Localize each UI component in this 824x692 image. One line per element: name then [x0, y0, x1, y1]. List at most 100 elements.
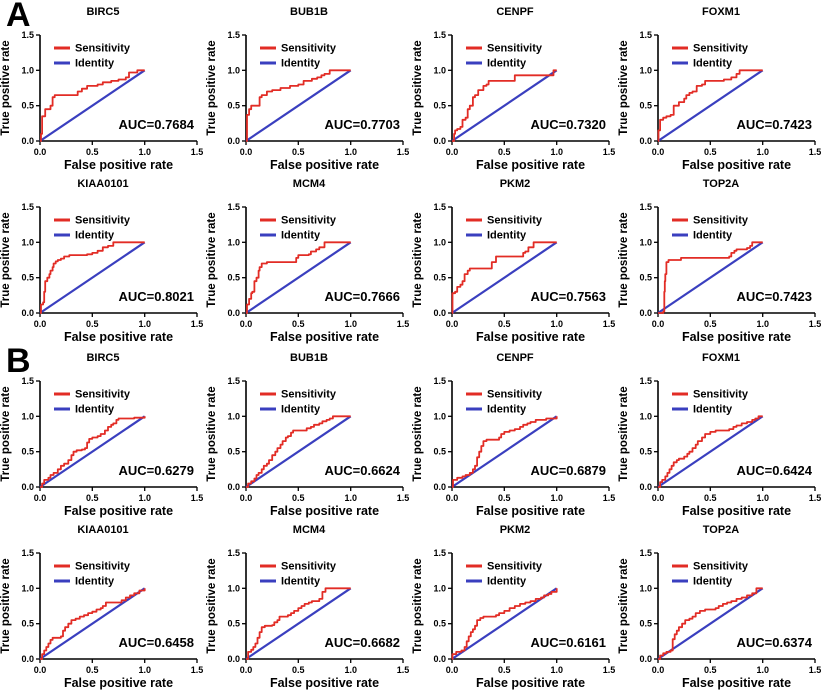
y-tick-label: 0.5: [21, 273, 34, 283]
y-tick-label: 1.5: [227, 376, 240, 386]
legend: Sensitivity Identity: [466, 215, 543, 242]
x-tick-label: 0.0: [34, 493, 47, 503]
x-tick-label: 1.5: [397, 493, 410, 503]
x-tick-label: 1.5: [809, 493, 822, 503]
x-tick-label: 1.0: [138, 319, 151, 329]
y-tick-label: 1.0: [21, 411, 34, 421]
y-tick-label: 0.5: [21, 619, 34, 629]
x-tick-label: 1.5: [397, 319, 410, 329]
panel-title: CENPF: [496, 352, 534, 364]
y-tick-label: 1.5: [227, 548, 240, 558]
y-axis-label: True positive rate: [206, 40, 218, 135]
x-tick-label: 0.5: [498, 147, 511, 157]
y-tick-label: 1.0: [639, 411, 652, 421]
roc-curve: [40, 241, 145, 314]
y-tick-label: 1.0: [433, 411, 446, 421]
x-tick-label: 0.5: [86, 665, 99, 675]
identity-line: [657, 69, 764, 142]
x-axis-label: False positive rate: [64, 158, 173, 172]
roc-chart: True positive rate 0.0 0.5 1.0 1.5 0.0 0.5 1.0 1…: [0, 202, 204, 344]
auc-label: AUC=0.7320: [530, 117, 606, 132]
y-tick-label: 1.5: [21, 376, 34, 386]
y-tick-label: 0.5: [639, 101, 652, 111]
x-tick-label: 1.5: [191, 147, 204, 157]
x-tick-label: 1.0: [138, 147, 151, 157]
section-a-label: A: [6, 0, 31, 34]
x-tick-label: 0.0: [34, 665, 47, 675]
section-b-label: B: [6, 342, 31, 380]
legend: Sensitivity Identity: [54, 389, 131, 416]
roc-chart: True positive rate 0.0 0.5 1.0 1.5 0.0 0.5 1.0 1…: [206, 202, 410, 344]
x-tick-label: 0.0: [446, 319, 459, 329]
y-tick-label: 1.5: [639, 202, 652, 212]
y-tick-label: 1.5: [639, 376, 652, 386]
x-tick-label: 0.5: [292, 493, 305, 503]
x-tick-label: 1.5: [809, 147, 822, 157]
identity-line: [39, 241, 146, 314]
x-axis-label: False positive rate: [270, 504, 379, 518]
y-tick-label: 0.0: [639, 482, 652, 492]
x-axis-label: False positive rate: [64, 504, 173, 518]
auc-label: AUC=0.6161: [530, 635, 606, 650]
y-tick-label: 0.0: [639, 654, 652, 664]
legend-sensitivity-label: Sensitivity: [487, 561, 543, 573]
x-tick-label: 0.5: [704, 319, 717, 329]
x-tick-label: 0.0: [652, 319, 665, 329]
roc-curve: [40, 69, 145, 142]
y-tick-label: 0.5: [639, 273, 652, 283]
legend: Sensitivity Identity: [260, 43, 337, 70]
roc-curve: [40, 588, 146, 660]
legend-identity-label: Identity: [693, 58, 733, 70]
legend: Sensitivity Identity: [466, 43, 543, 70]
y-tick-label: 0.0: [227, 482, 240, 492]
x-tick-label: 0.0: [240, 147, 253, 157]
x-tick-label: 0.5: [704, 665, 717, 675]
legend-identity-label: Identity: [75, 576, 115, 588]
x-tick-label: 1.0: [344, 493, 357, 503]
roc-curve: [246, 241, 351, 314]
legend-sensitivity-label: Sensitivity: [75, 389, 131, 401]
roc-panel-a-kiaa0101: KIAA0101 True positive rate 0.0 0.5 1.0 1.5 0.…: [0, 174, 206, 346]
x-tick-label: 0.0: [240, 493, 253, 503]
y-axis-label: True positive rate: [618, 558, 630, 653]
y-tick-label: 0.0: [227, 136, 240, 146]
y-tick-label: 1.0: [227, 411, 240, 421]
legend-identity-label: Identity: [281, 58, 321, 70]
roc-chart: True positive rate 0.0 0.5 1.0 1.5 0.0 0.5 1.0 1…: [618, 202, 822, 344]
y-tick-label: 0.5: [21, 447, 34, 457]
x-tick-label: 0.0: [446, 147, 459, 157]
x-tick-label: 0.5: [292, 665, 305, 675]
x-tick-label: 0.0: [652, 493, 665, 503]
x-tick-label: 1.0: [756, 319, 769, 329]
x-tick-label: 1.5: [191, 319, 204, 329]
roc-chart: True positive rate 0.0 0.5 1.0 1.5 0.0 0.5 1.0 1…: [618, 30, 822, 172]
panel-title: BUB1B: [290, 352, 328, 364]
roc-chart: True positive rate 0.0 0.5 1.0 1.5 0.0 0.5 1.0 1…: [412, 202, 615, 344]
roc-panel-a-foxm1: FOXM1 True positive rate 0.0 0.5 1.0 1.5 0.0 0.…: [618, 2, 824, 174]
roc-curve: [451, 241, 557, 314]
y-tick-label: 1.5: [433, 202, 446, 212]
legend-identity-label: Identity: [75, 404, 115, 416]
y-tick-label: 1.5: [639, 548, 652, 558]
x-tick-label: 1.5: [809, 319, 822, 329]
y-tick-label: 1.5: [227, 202, 240, 212]
auc-label: AUC=0.6374: [736, 635, 812, 650]
x-tick-label: 1.0: [138, 665, 151, 675]
identity-line: [451, 69, 558, 142]
y-tick-label: 1.5: [433, 376, 446, 386]
identity-line: [245, 241, 352, 314]
auc-label: AUC=0.6879: [530, 463, 606, 478]
legend: Sensitivity Identity: [260, 561, 337, 588]
y-axis-label: True positive rate: [0, 40, 12, 135]
y-tick-label: 1.0: [21, 65, 34, 75]
panel-title: TOP2A: [702, 524, 740, 536]
roc-chart: True positive rate 0.0 0.5 1.0 1.5 0.0 0.5 1.0 1…: [206, 548, 409, 690]
roc-curve: [452, 416, 558, 488]
y-axis-label: True positive rate: [206, 212, 218, 307]
y-tick-label: 1.0: [227, 583, 240, 593]
legend-identity-label: Identity: [693, 576, 733, 588]
x-tick-label: 1.0: [756, 147, 769, 157]
y-tick-label: 1.5: [639, 30, 652, 40]
x-tick-label: 0.5: [292, 147, 305, 157]
auc-label: AUC=0.6424: [736, 463, 812, 478]
